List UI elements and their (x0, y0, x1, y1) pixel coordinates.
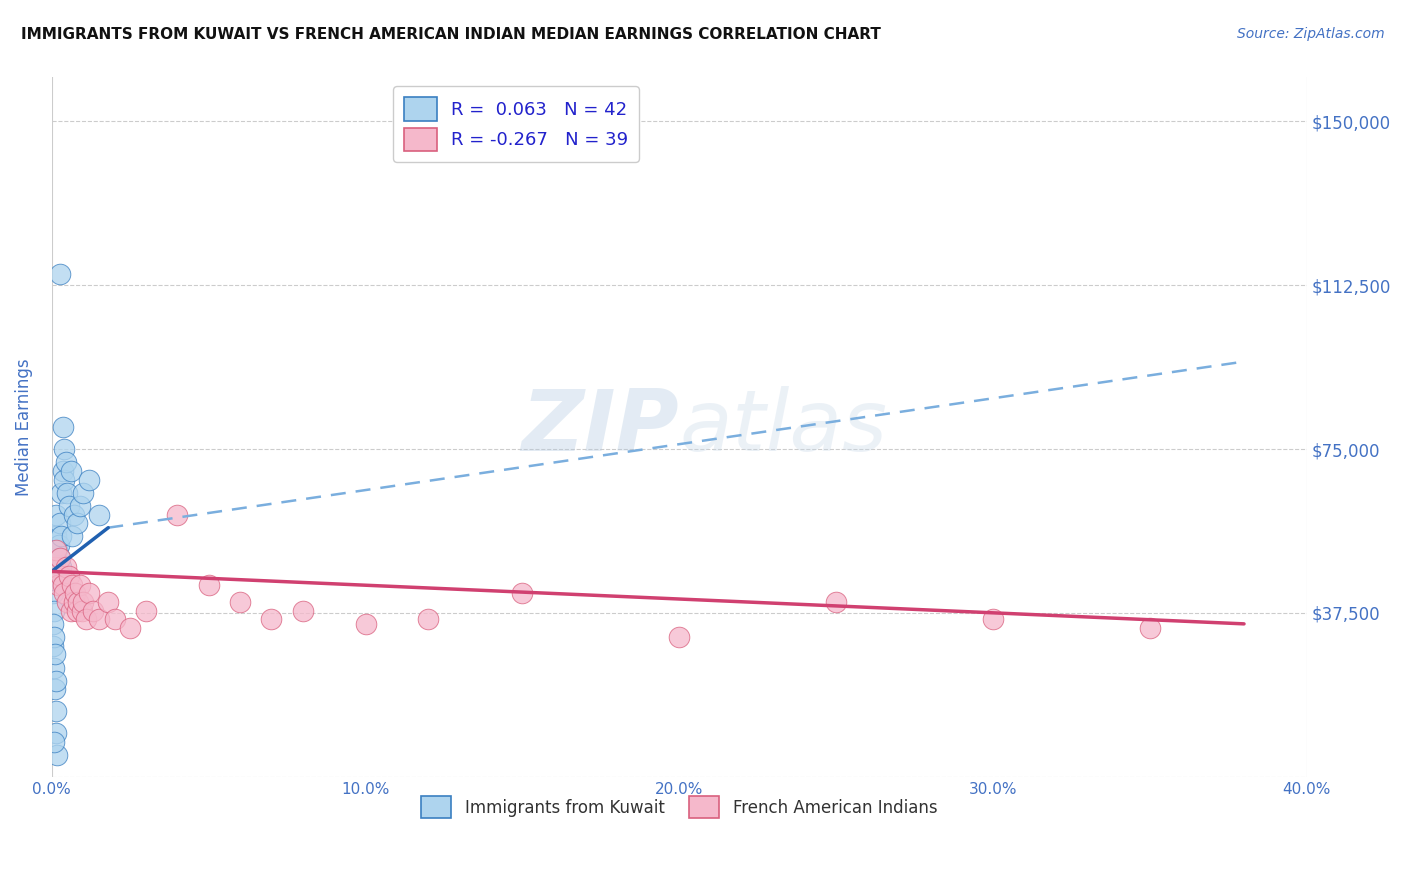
Point (69, 499, 91, 513)
Point (72, 595, 94, 609)
Text: IMMIGRANTS FROM KUWAIT VS FRENCH AMERICAN INDIAN MEDIAN EARNINGS CORRELATION CHA: IMMIGRANTS FROM KUWAIT VS FRENCH AMERICA… (21, 27, 882, 42)
Point (354, 616, 377, 631)
Point (52, 442, 75, 456)
Point (825, 595, 848, 609)
Point (45, 508, 67, 522)
Point (44, 573, 66, 587)
Point (75, 613, 97, 627)
Point (60, 529, 83, 543)
Point (51, 560, 73, 574)
Point (668, 630, 690, 644)
Point (42, 630, 65, 644)
Point (87, 508, 110, 522)
Point (44, 560, 66, 574)
Point (291, 604, 314, 618)
Point (42, 616, 65, 631)
Point (67, 595, 90, 609)
Point (46, 542, 69, 557)
Point (66, 516, 89, 531)
Point (58, 568, 80, 582)
Point (120, 621, 142, 635)
Point (52, 577, 75, 591)
Point (46, 565, 69, 579)
Point (44, 648, 66, 662)
Point (42, 735, 65, 749)
Point (72, 485, 94, 500)
Y-axis label: Median Earnings: Median Earnings (15, 359, 32, 496)
Point (48, 538, 70, 552)
Point (166, 508, 188, 522)
Point (44, 704, 66, 718)
Point (260, 613, 283, 627)
Text: ZIP: ZIP (522, 385, 679, 468)
Point (59, 604, 82, 618)
Point (103, 613, 125, 627)
Point (51, 485, 73, 500)
Point (42, 586, 65, 600)
Point (44, 551, 66, 566)
Point (56, 485, 79, 500)
Point (45, 529, 67, 543)
Point (79, 473, 101, 487)
Point (229, 595, 252, 609)
Point (981, 613, 1004, 627)
Point (53, 473, 76, 487)
Point (55, 455, 77, 469)
Point (46, 747, 69, 762)
Point (46, 577, 69, 591)
Point (44, 604, 66, 618)
Point (70, 604, 93, 618)
Point (66, 604, 89, 618)
Point (44, 660, 66, 674)
Point (69, 577, 91, 591)
Point (44, 560, 66, 574)
Point (45, 726, 67, 740)
Point (52, 464, 75, 478)
Point (58, 499, 80, 513)
Point (56, 595, 79, 609)
Point (48, 551, 70, 566)
Point (1139, 621, 1161, 635)
Point (79, 586, 101, 600)
Point (65, 586, 87, 600)
Point (51, 568, 73, 582)
Point (97, 595, 120, 609)
Point (59, 464, 82, 478)
Point (55, 560, 77, 574)
Point (48, 516, 70, 531)
Point (44, 682, 66, 697)
Point (49, 529, 72, 543)
Point (53, 586, 76, 600)
Point (135, 604, 157, 618)
Point (60, 577, 83, 591)
Point (512, 586, 534, 600)
Point (62, 595, 84, 609)
Point (52, 420, 75, 434)
Point (48, 551, 70, 566)
Point (45, 542, 67, 557)
Point (418, 613, 440, 627)
Point (42, 639, 65, 653)
Point (197, 577, 219, 591)
Point (62, 508, 84, 522)
Legend: Immigrants from Kuwait, French American Indians: Immigrants from Kuwait, French American … (415, 789, 943, 824)
Point (44, 673, 66, 688)
Point (82, 604, 104, 618)
Text: atlas: atlas (679, 385, 887, 468)
Point (48, 267, 70, 281)
Text: Source: ZipAtlas.com: Source: ZipAtlas.com (1237, 27, 1385, 41)
Point (87, 613, 110, 627)
